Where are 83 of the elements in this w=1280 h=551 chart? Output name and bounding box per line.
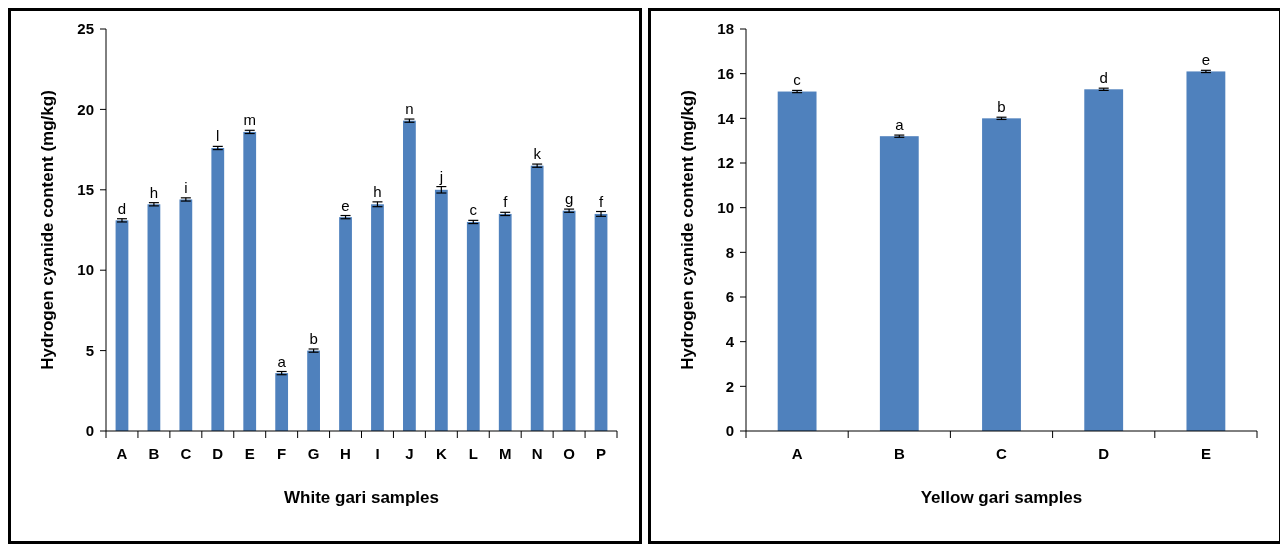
y-tick-label: 8 [725, 243, 734, 261]
bar [371, 204, 384, 431]
bar [466, 221, 480, 431]
annotation: b [309, 329, 318, 347]
annotation: k [533, 145, 542, 163]
x-tick-label: B [893, 445, 905, 462]
y-tick-label: 18 [717, 20, 734, 38]
y-tick-label: 25 [77, 20, 94, 38]
annotation: e [1201, 51, 1211, 69]
x-tick-label: O [563, 445, 576, 462]
bar [243, 131, 257, 431]
bar [403, 120, 416, 431]
y-tick-label: 0 [725, 422, 734, 440]
x-tick-label: N [531, 445, 543, 462]
x-tick-label: C [996, 445, 1008, 462]
annotation: a [895, 116, 905, 134]
x-tick-label: A [116, 445, 128, 462]
x-tick-label: C [180, 445, 192, 462]
y-tick-label: 4 [725, 332, 735, 350]
bar [562, 210, 576, 431]
annotation: i [184, 178, 188, 196]
x-tick-label: F [277, 445, 287, 462]
x-tick-label: D [212, 445, 224, 462]
x-tick-label: G [307, 445, 320, 462]
y-tick-label: 16 [717, 64, 734, 82]
annotation: d [1099, 69, 1108, 87]
y-axis-title: Hydrogen cyanide content (mg/kg) [678, 90, 697, 370]
annotation: h [149, 183, 159, 201]
bar [434, 189, 448, 431]
bar [211, 147, 225, 431]
annotation: c [469, 201, 478, 219]
annotation: l [216, 127, 220, 145]
bar [1186, 71, 1226, 431]
x-tick-label: I [375, 445, 380, 462]
annotation: n [405, 100, 414, 118]
y-tick-label: 5 [85, 341, 94, 359]
annotation: f [598, 192, 604, 210]
y-tick-label: 20 [77, 100, 94, 118]
y-tick-label: 0 [85, 422, 94, 440]
bar [498, 213, 512, 431]
bar [594, 213, 608, 431]
x-tick-label: M [498, 445, 512, 462]
annotation: c [793, 71, 802, 89]
annotation: m [243, 111, 256, 129]
annotation: f [503, 193, 509, 211]
y-tick-label: 12 [717, 154, 734, 172]
annotation: h [373, 182, 382, 200]
x-tick-label: A [791, 445, 803, 462]
y-tick-label: 2 [725, 377, 734, 395]
bar [1084, 89, 1124, 431]
y-tick-label: 14 [717, 109, 735, 127]
y-axis-title: Hydrogen cyanide content (mg/kg) [38, 90, 57, 370]
x-tick-label: D [1098, 445, 1110, 462]
x-tick-label: K [435, 445, 447, 462]
annotation: g [564, 190, 574, 208]
bar [530, 165, 544, 431]
bar [115, 220, 129, 431]
x-tick-label: H [340, 445, 351, 462]
x-tick-label: B [148, 445, 160, 462]
x-axis-title: White gari samples [284, 488, 439, 507]
x-tick-label: P [596, 445, 607, 462]
x-tick-label: L [468, 445, 478, 462]
y-tick-label: 10 [77, 261, 94, 279]
bar [179, 199, 193, 431]
bar [147, 204, 161, 431]
x-tick-label: E [244, 445, 255, 462]
bar [275, 373, 289, 431]
annotation: a [277, 352, 287, 370]
y-tick-label: 15 [77, 181, 94, 199]
x-tick-label: J [405, 445, 414, 462]
bar [777, 91, 817, 431]
annotation: d [117, 199, 127, 217]
annotation: e [341, 196, 350, 214]
x-axis-title: Yellow gari samples [920, 488, 1083, 507]
y-tick-label: 10 [717, 198, 734, 216]
bar [339, 217, 352, 431]
x-tick-label: E [1200, 445, 1211, 462]
bar [982, 118, 1021, 431]
bar [307, 350, 320, 431]
y-tick-label: 6 [725, 288, 734, 306]
annotation: j [438, 167, 444, 185]
annotation: b [997, 98, 1006, 116]
bar [879, 136, 919, 431]
